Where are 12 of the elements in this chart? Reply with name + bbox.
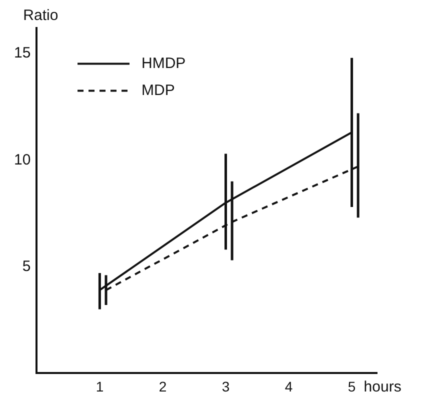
y-axis-title: Ratio — [23, 7, 58, 24]
x-tick-label: 3 — [222, 378, 230, 394]
x-tick-label: 1 — [96, 378, 104, 394]
legend-label: MDP — [142, 82, 175, 99]
legend-label: HMDP — [142, 54, 186, 72]
x-axis-title: hours — [364, 378, 402, 396]
y-tick-label: 5 — [22, 258, 31, 275]
x-tick-label: 4 — [284, 378, 293, 394]
y-tick-label: 10 — [14, 151, 31, 168]
y-tick-label: 15 — [14, 44, 31, 62]
x-tick-label: 2 — [158, 378, 167, 394]
x-tick-label: 5 — [348, 378, 356, 394]
